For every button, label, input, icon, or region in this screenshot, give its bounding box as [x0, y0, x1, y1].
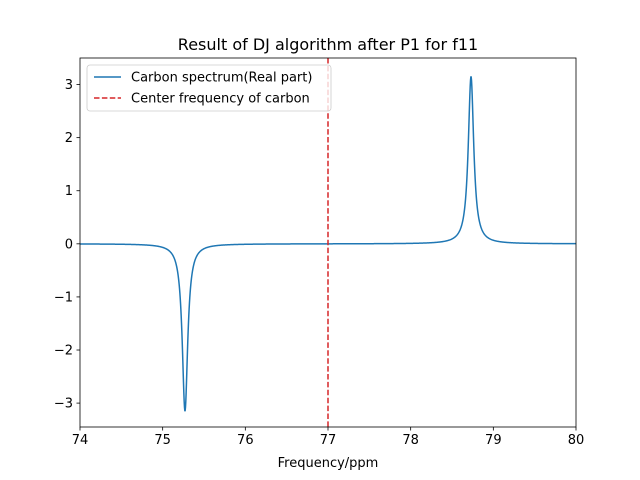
legend-label-1: Center frequency of carbon — [131, 92, 310, 107]
legend: Carbon spectrum(Real part) Center frequen… — [86, 64, 332, 112]
x-tick-label: 76 — [237, 433, 254, 448]
y-tick-label: −1 — [54, 290, 73, 305]
y-tick-label: −3 — [54, 397, 73, 412]
y-tick-label: −2 — [54, 344, 73, 359]
legend-label-0: Carbon spectrum(Real part) — [131, 71, 312, 86]
plot-area — [79, 57, 577, 428]
x-tick-label: 75 — [154, 433, 171, 448]
y-tick-label: 2 — [65, 131, 73, 146]
y-tick-label: 1 — [65, 184, 73, 199]
legend-box — [86, 64, 332, 112]
x-tick-label: 77 — [320, 433, 337, 448]
x-tick-label: 78 — [402, 433, 419, 448]
x-axis-label: Frequency/ppm — [278, 456, 379, 471]
y-tick-label: 0 — [65, 237, 73, 252]
x-tick-label: 74 — [72, 433, 89, 448]
chart-title: Result of DJ algorithm after P1 for f11 — [178, 35, 478, 54]
x-tick-label: 80 — [568, 433, 585, 448]
y-axis: −3 −2 −1 0 1 2 3 — [54, 78, 80, 412]
y-tick-label: 3 — [65, 78, 73, 93]
x-axis: 74 75 76 77 78 79 80 — [72, 427, 585, 448]
x-tick-label: 79 — [485, 433, 502, 448]
